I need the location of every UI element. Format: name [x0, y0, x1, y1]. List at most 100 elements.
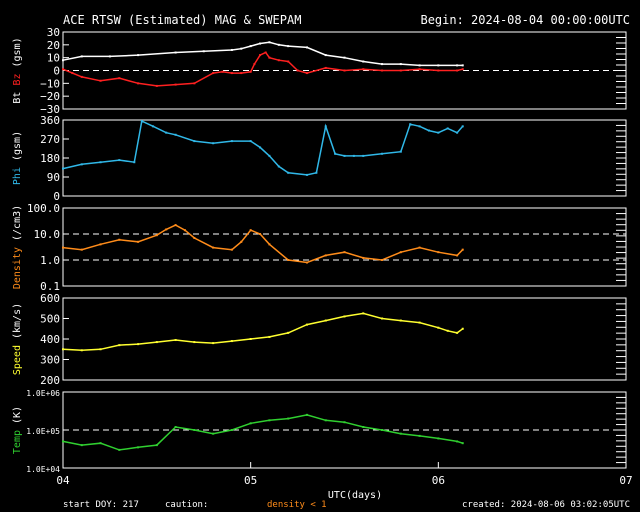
y-tick-label: 180	[40, 152, 60, 165]
data-point-phi	[305, 173, 308, 176]
data-point-phi	[133, 161, 136, 164]
data-point-speed	[268, 335, 271, 338]
data-point-speed	[399, 319, 402, 322]
y-axis-label-part: Bt	[12, 92, 23, 104]
y-tick-label: 200	[40, 374, 60, 387]
data-point-bz	[287, 60, 290, 63]
data-point-bt	[259, 42, 262, 45]
data-point-density	[62, 246, 64, 249]
data-point-bz	[174, 83, 177, 86]
data-point-bz	[277, 59, 280, 62]
data-point-bt	[202, 50, 205, 53]
data-point-density	[240, 240, 243, 243]
data-point-bt	[437, 64, 440, 67]
data-point-phi	[409, 123, 412, 126]
data-point-bt	[461, 64, 464, 67]
data-point-temp	[418, 434, 421, 437]
data-point-phi	[381, 152, 384, 155]
y-tick-label: 90	[47, 171, 60, 184]
data-point-bt	[362, 60, 365, 63]
data-point-phi	[277, 165, 280, 168]
data-point-bz	[99, 79, 102, 82]
data-point-phi	[334, 152, 337, 155]
data-point-bz	[240, 72, 243, 75]
data-point-temp	[99, 442, 102, 445]
y-tick-label: 1.0E+06	[26, 389, 60, 398]
y-tick-label: 400	[40, 333, 60, 346]
data-point-bz	[71, 72, 74, 75]
y-tick-label: 20	[47, 39, 60, 52]
y-tick-label: 500	[40, 313, 60, 326]
data-point-bz	[212, 72, 215, 75]
data-point-density	[362, 256, 365, 259]
data-point-speed	[118, 344, 121, 347]
data-point-bt	[240, 47, 243, 50]
data-point-density	[155, 234, 158, 237]
panel-temp: 1.0E+06 1.0E+05 1.0E+04 Temp (K)	[12, 389, 627, 474]
data-point-speed	[80, 349, 83, 352]
data-point-bz	[324, 66, 327, 69]
data-point-bz	[249, 70, 252, 73]
y-tick-label: 360	[40, 114, 60, 127]
x-tick-label: 05	[244, 474, 257, 487]
data-point-speed	[381, 317, 384, 320]
panel-speed: 600 500 400 300 200 Speed (km/s)	[12, 292, 627, 387]
data-point-density	[381, 259, 384, 261]
data-point-bz	[381, 69, 384, 72]
data-point-density	[99, 243, 102, 246]
data-point-phi	[174, 133, 177, 136]
y-tick-label: 0	[53, 190, 60, 203]
data-point-speed	[137, 343, 140, 346]
y-axis-label-part: Temp	[12, 430, 23, 454]
data-point-phi	[446, 127, 449, 130]
data-point-temp	[287, 417, 290, 420]
data-point-speed	[362, 312, 365, 315]
data-point-density	[437, 251, 440, 254]
y-axis-label-part: (gsm)	[12, 37, 23, 73]
data-point-bz	[137, 82, 140, 85]
data-point-phi	[456, 131, 459, 134]
data-point-phi	[230, 140, 233, 143]
data-point-phi	[140, 120, 143, 123]
y-tick-label: 10	[47, 52, 60, 65]
data-point-temp	[212, 432, 215, 435]
data-point-speed	[324, 319, 327, 322]
data-point-bt	[230, 48, 233, 51]
y-axis-label-part: Bz	[12, 74, 23, 92]
data-point-speed	[212, 342, 215, 345]
data-point-density	[80, 248, 83, 251]
data-point-temp	[305, 413, 308, 416]
data-point-temp	[399, 432, 402, 435]
data-point-temp	[62, 440, 64, 443]
data-point-temp	[230, 429, 233, 431]
data-point-bz	[221, 70, 224, 73]
data-point-bz	[343, 69, 346, 72]
data-point-bt	[268, 41, 271, 44]
data-point-density	[165, 228, 168, 231]
data-point-bt	[277, 43, 280, 46]
panel-density: 100.0 10.0 1.0 0.1 Density (/cm3)	[12, 202, 627, 293]
data-point-density	[343, 251, 346, 254]
data-point-bt	[418, 64, 421, 67]
data-point-bt	[305, 46, 308, 49]
data-point-temp	[381, 429, 384, 431]
data-point-phi	[62, 167, 64, 170]
data-point-speed	[418, 321, 421, 324]
data-point-phi	[99, 161, 102, 164]
data-point-density	[305, 261, 308, 264]
data-point-bt	[399, 63, 402, 66]
y-axis-label-part: Speed	[12, 345, 23, 375]
data-point-speed	[249, 338, 252, 340]
data-point-speed	[456, 331, 459, 334]
data-point-temp	[456, 440, 459, 443]
data-point-phi	[418, 125, 421, 128]
y-tick-label: −20	[40, 90, 60, 103]
data-point-temp	[155, 444, 158, 447]
caution-label: caution:	[165, 500, 208, 510]
data-point-speed	[287, 331, 290, 334]
data-point-phi	[437, 131, 440, 134]
data-point-temp	[137, 446, 140, 449]
data-point-temp	[249, 422, 252, 425]
data-point-bz	[305, 72, 308, 75]
panel-phi: 360 270 180 90 0 Phi (gsm)	[12, 114, 627, 203]
